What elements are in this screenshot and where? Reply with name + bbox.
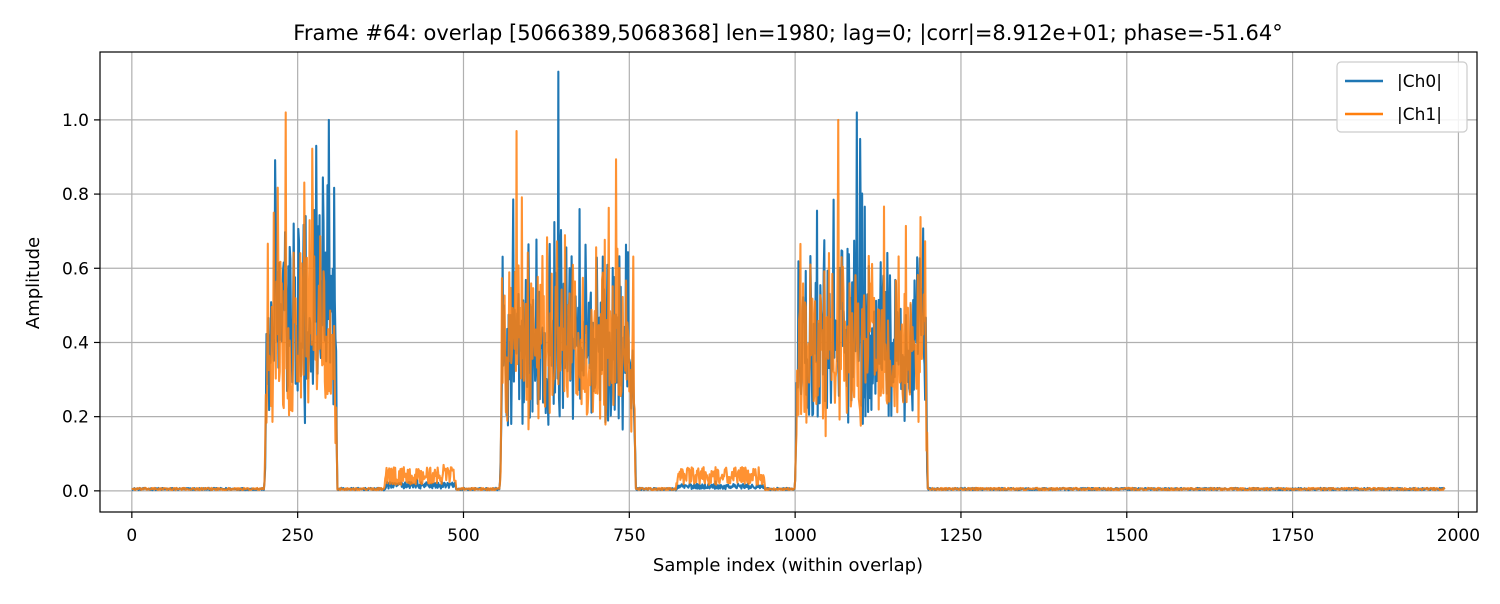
x-tick-label: 500 bbox=[447, 526, 479, 546]
x-axis-label: Sample index (within overlap) bbox=[653, 555, 923, 576]
series-line-ch0 bbox=[131, 70, 1446, 492]
x-tick-label: 1250 bbox=[939, 526, 982, 546]
y-tick-label: 0.8 bbox=[62, 185, 89, 205]
x-tick-label: 250 bbox=[281, 526, 313, 546]
x-tick-label: 1500 bbox=[1105, 526, 1148, 546]
x-tick-label: 0 bbox=[126, 526, 137, 546]
x-tick-label: 750 bbox=[613, 526, 645, 546]
legend: |Ch0| |Ch1| bbox=[1336, 61, 1468, 133]
series-line-ch1 bbox=[131, 111, 1446, 492]
legend-label: |Ch0| bbox=[1397, 72, 1442, 92]
y-axis-label: Amplitude bbox=[23, 237, 44, 329]
y-tick-label: 0.0 bbox=[62, 482, 89, 502]
y-tick-label: 0.2 bbox=[62, 408, 89, 428]
axes-frame bbox=[99, 51, 1478, 513]
plot-area bbox=[131, 70, 1446, 492]
y-tick-label: 0.6 bbox=[62, 259, 89, 279]
y-tick-label: 0.4 bbox=[62, 333, 89, 353]
chart-title: Frame #64: overlap [5066389,5068368] len… bbox=[293, 21, 1282, 46]
legend-label: |Ch1| bbox=[1397, 105, 1442, 125]
x-tick-label: 1750 bbox=[1271, 526, 1314, 546]
x-tick-label: 1000 bbox=[774, 526, 817, 546]
x-axis-ticks: 0 250 500 750 1000 1250 1500 1750 2000 bbox=[126, 512, 1480, 546]
y-axis-ticks: 0.0 0.2 0.4 0.6 0.8 1.0 bbox=[62, 111, 100, 502]
x-tick-label: 2000 bbox=[1437, 526, 1480, 546]
y-tick-label: 1.0 bbox=[62, 111, 89, 131]
